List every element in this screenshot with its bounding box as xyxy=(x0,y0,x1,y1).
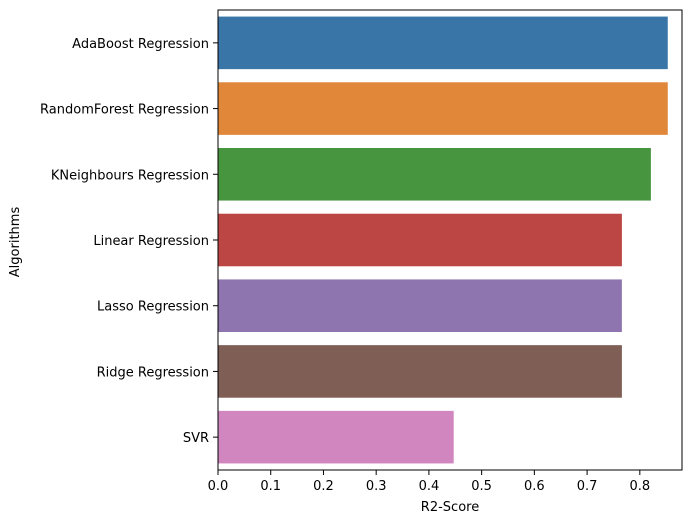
bar xyxy=(218,279,622,332)
x-tick-label: 0.6 xyxy=(524,479,545,494)
x-tick-label: 0.1 xyxy=(260,479,281,494)
y-tick-label: Lasso Regression xyxy=(97,300,209,315)
y-tick-label: AdaBoost Regression xyxy=(72,37,209,52)
x-tick-label: 0.0 xyxy=(208,479,229,494)
x-axis-label: R2-Score xyxy=(421,500,479,515)
bar xyxy=(218,16,668,70)
labels-layer: AdaBoost Regression RandomForest Regressi… xyxy=(40,37,650,494)
bar xyxy=(218,410,454,464)
y-axis-label: Algorithms xyxy=(8,207,23,278)
bars-layer xyxy=(218,16,668,464)
x-tick-label: 0.3 xyxy=(366,479,387,494)
y-tick-label: KNeighbours Regression xyxy=(51,168,209,183)
bar xyxy=(218,148,651,201)
bar xyxy=(218,213,622,267)
y-tick-label: RandomForest Regression xyxy=(40,103,209,118)
bar xyxy=(218,82,668,135)
axis-layer xyxy=(213,9,683,475)
y-tick-label: Ridge Regression xyxy=(97,365,209,380)
x-tick-label: 0.5 xyxy=(471,479,492,494)
x-tick-label: 0.8 xyxy=(629,479,650,494)
y-tick-label: SVR xyxy=(183,431,209,446)
bar xyxy=(218,345,622,398)
x-tick-label: 0.7 xyxy=(577,479,598,494)
x-tick-label: 0.4 xyxy=(419,479,440,494)
y-tick-label: Linear Regression xyxy=(93,234,209,249)
plot-frame xyxy=(217,9,683,471)
x-tick-label: 0.2 xyxy=(313,479,334,494)
